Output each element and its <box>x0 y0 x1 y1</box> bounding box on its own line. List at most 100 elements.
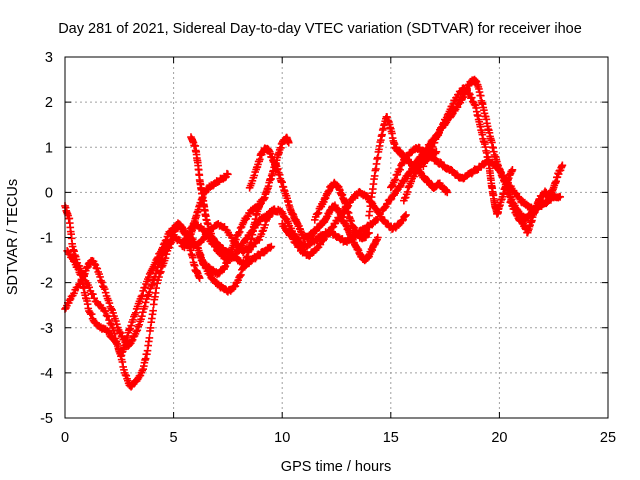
data-point <box>432 147 441 156</box>
data-point <box>141 283 149 292</box>
data-point <box>335 214 343 223</box>
y-tick-label: -3 <box>40 321 53 337</box>
data-point <box>373 233 382 242</box>
axis-ticks: 0 5 10 15 20 25 -5 -4 -3 -2 -1 0 1 2 3 <box>40 50 616 446</box>
chart-title: Day 281 of 2021, Sidereal Day-to-day VTE… <box>58 21 582 37</box>
data-point <box>407 177 416 186</box>
data-point <box>98 278 106 287</box>
data-point <box>195 274 204 282</box>
data-point <box>158 243 167 252</box>
data-point <box>310 216 319 224</box>
data-point <box>149 306 157 315</box>
data-point <box>235 228 244 236</box>
data-point <box>182 240 191 248</box>
data-point <box>93 264 102 273</box>
data-point <box>113 342 122 350</box>
data-point <box>152 269 160 278</box>
y-tick-label: 0 <box>45 185 53 201</box>
data-point <box>234 276 242 285</box>
data-point <box>127 321 135 330</box>
data-point <box>161 254 170 262</box>
data-point <box>365 229 373 237</box>
data-point <box>224 170 232 179</box>
y-tick-label: -5 <box>40 411 53 427</box>
data-point <box>133 302 142 311</box>
data-point <box>250 171 259 180</box>
data-point <box>108 306 116 314</box>
y-tick-label: 2 <box>45 95 53 111</box>
x-tick-label: 15 <box>383 430 399 446</box>
data-point <box>115 328 124 336</box>
data-point <box>396 165 404 174</box>
data-point <box>403 188 412 196</box>
data-point <box>105 329 114 337</box>
data-point <box>313 209 322 218</box>
data-point <box>467 93 476 102</box>
y-axis-label: SDTVAR / TECUs <box>5 179 21 295</box>
data-point <box>248 177 257 185</box>
data-point <box>109 309 117 317</box>
data-points <box>61 75 567 391</box>
y-tick-label: 3 <box>45 50 53 66</box>
data-point <box>430 138 439 147</box>
data-point <box>96 273 104 281</box>
data-point <box>428 143 437 151</box>
data-point <box>393 170 402 179</box>
x-tick-label: 5 <box>170 430 178 446</box>
data-point <box>162 236 171 244</box>
data-point <box>398 216 407 225</box>
data-point <box>95 270 103 278</box>
data-point <box>74 265 83 274</box>
data-point <box>152 284 161 292</box>
data-point <box>140 302 149 311</box>
data-point <box>138 312 146 320</box>
data-point <box>104 328 113 336</box>
data-point <box>128 335 137 344</box>
data-point <box>133 326 142 335</box>
data-point <box>153 279 161 288</box>
data-point <box>145 334 154 342</box>
data-point <box>237 271 245 279</box>
data-point <box>402 211 410 219</box>
data-point <box>443 188 452 197</box>
data-point <box>144 273 153 281</box>
data-point <box>556 193 565 201</box>
data-point <box>129 316 137 324</box>
data-point <box>185 234 193 242</box>
data-point <box>508 166 517 174</box>
x-tick-label: 0 <box>61 430 69 446</box>
data-point <box>101 288 110 297</box>
data-point <box>558 161 567 170</box>
data-point <box>101 307 110 315</box>
data-point <box>434 131 443 139</box>
data-point <box>138 291 147 300</box>
data-point <box>154 253 162 262</box>
data-point <box>139 308 147 317</box>
data-point <box>112 317 120 325</box>
data-point <box>126 324 134 333</box>
y-tick-label: 1 <box>45 140 53 156</box>
y-tick-label: -1 <box>40 231 53 247</box>
data-point <box>137 292 146 301</box>
data-point <box>135 321 143 329</box>
x-tick-label: 20 <box>491 430 507 446</box>
data-point <box>410 172 418 181</box>
data-point <box>105 299 114 307</box>
data-point <box>234 229 243 237</box>
data-point <box>137 315 145 324</box>
data-point <box>145 288 154 297</box>
data-point <box>73 262 82 271</box>
data-point <box>231 282 240 290</box>
x-tick-label: 25 <box>600 430 616 446</box>
data-point <box>89 290 97 299</box>
x-tick-label: 10 <box>274 430 290 446</box>
x-axis-label: GPS time / hours <box>281 459 391 475</box>
data-point <box>116 329 125 337</box>
data-point <box>284 138 293 147</box>
data-point <box>253 220 262 229</box>
data-point <box>390 176 399 185</box>
data-point <box>151 272 159 281</box>
data-point <box>391 175 400 184</box>
data-point <box>496 168 505 176</box>
